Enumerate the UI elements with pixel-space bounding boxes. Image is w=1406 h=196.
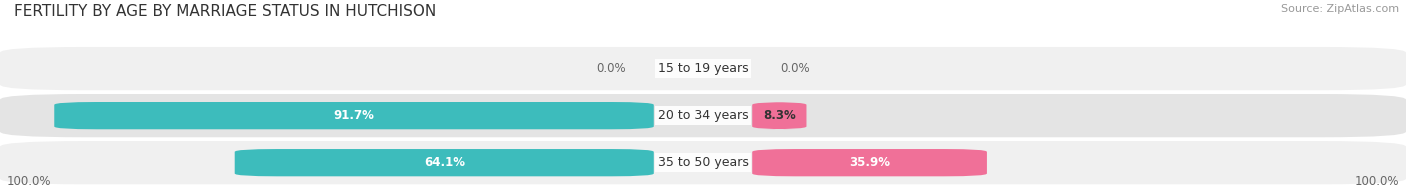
Text: 100.0%: 100.0% bbox=[7, 175, 52, 188]
Text: 35.9%: 35.9% bbox=[849, 156, 890, 169]
FancyBboxPatch shape bbox=[0, 141, 1406, 184]
Text: Source: ZipAtlas.com: Source: ZipAtlas.com bbox=[1281, 4, 1399, 14]
FancyBboxPatch shape bbox=[752, 102, 807, 129]
FancyBboxPatch shape bbox=[0, 47, 1406, 90]
Text: 64.1%: 64.1% bbox=[423, 156, 465, 169]
Text: 20 to 34 years: 20 to 34 years bbox=[658, 109, 748, 122]
FancyBboxPatch shape bbox=[0, 94, 1406, 137]
Text: 0.0%: 0.0% bbox=[596, 62, 626, 75]
FancyBboxPatch shape bbox=[55, 102, 654, 129]
Text: 8.3%: 8.3% bbox=[763, 109, 796, 122]
Text: 100.0%: 100.0% bbox=[1354, 175, 1399, 188]
Text: 91.7%: 91.7% bbox=[333, 109, 374, 122]
FancyBboxPatch shape bbox=[752, 149, 987, 176]
Text: FERTILITY BY AGE BY MARRIAGE STATUS IN HUTCHISON: FERTILITY BY AGE BY MARRIAGE STATUS IN H… bbox=[14, 4, 436, 19]
Text: 0.0%: 0.0% bbox=[780, 62, 810, 75]
Text: 15 to 19 years: 15 to 19 years bbox=[658, 62, 748, 75]
Text: 35 to 50 years: 35 to 50 years bbox=[658, 156, 748, 169]
FancyBboxPatch shape bbox=[235, 149, 654, 176]
